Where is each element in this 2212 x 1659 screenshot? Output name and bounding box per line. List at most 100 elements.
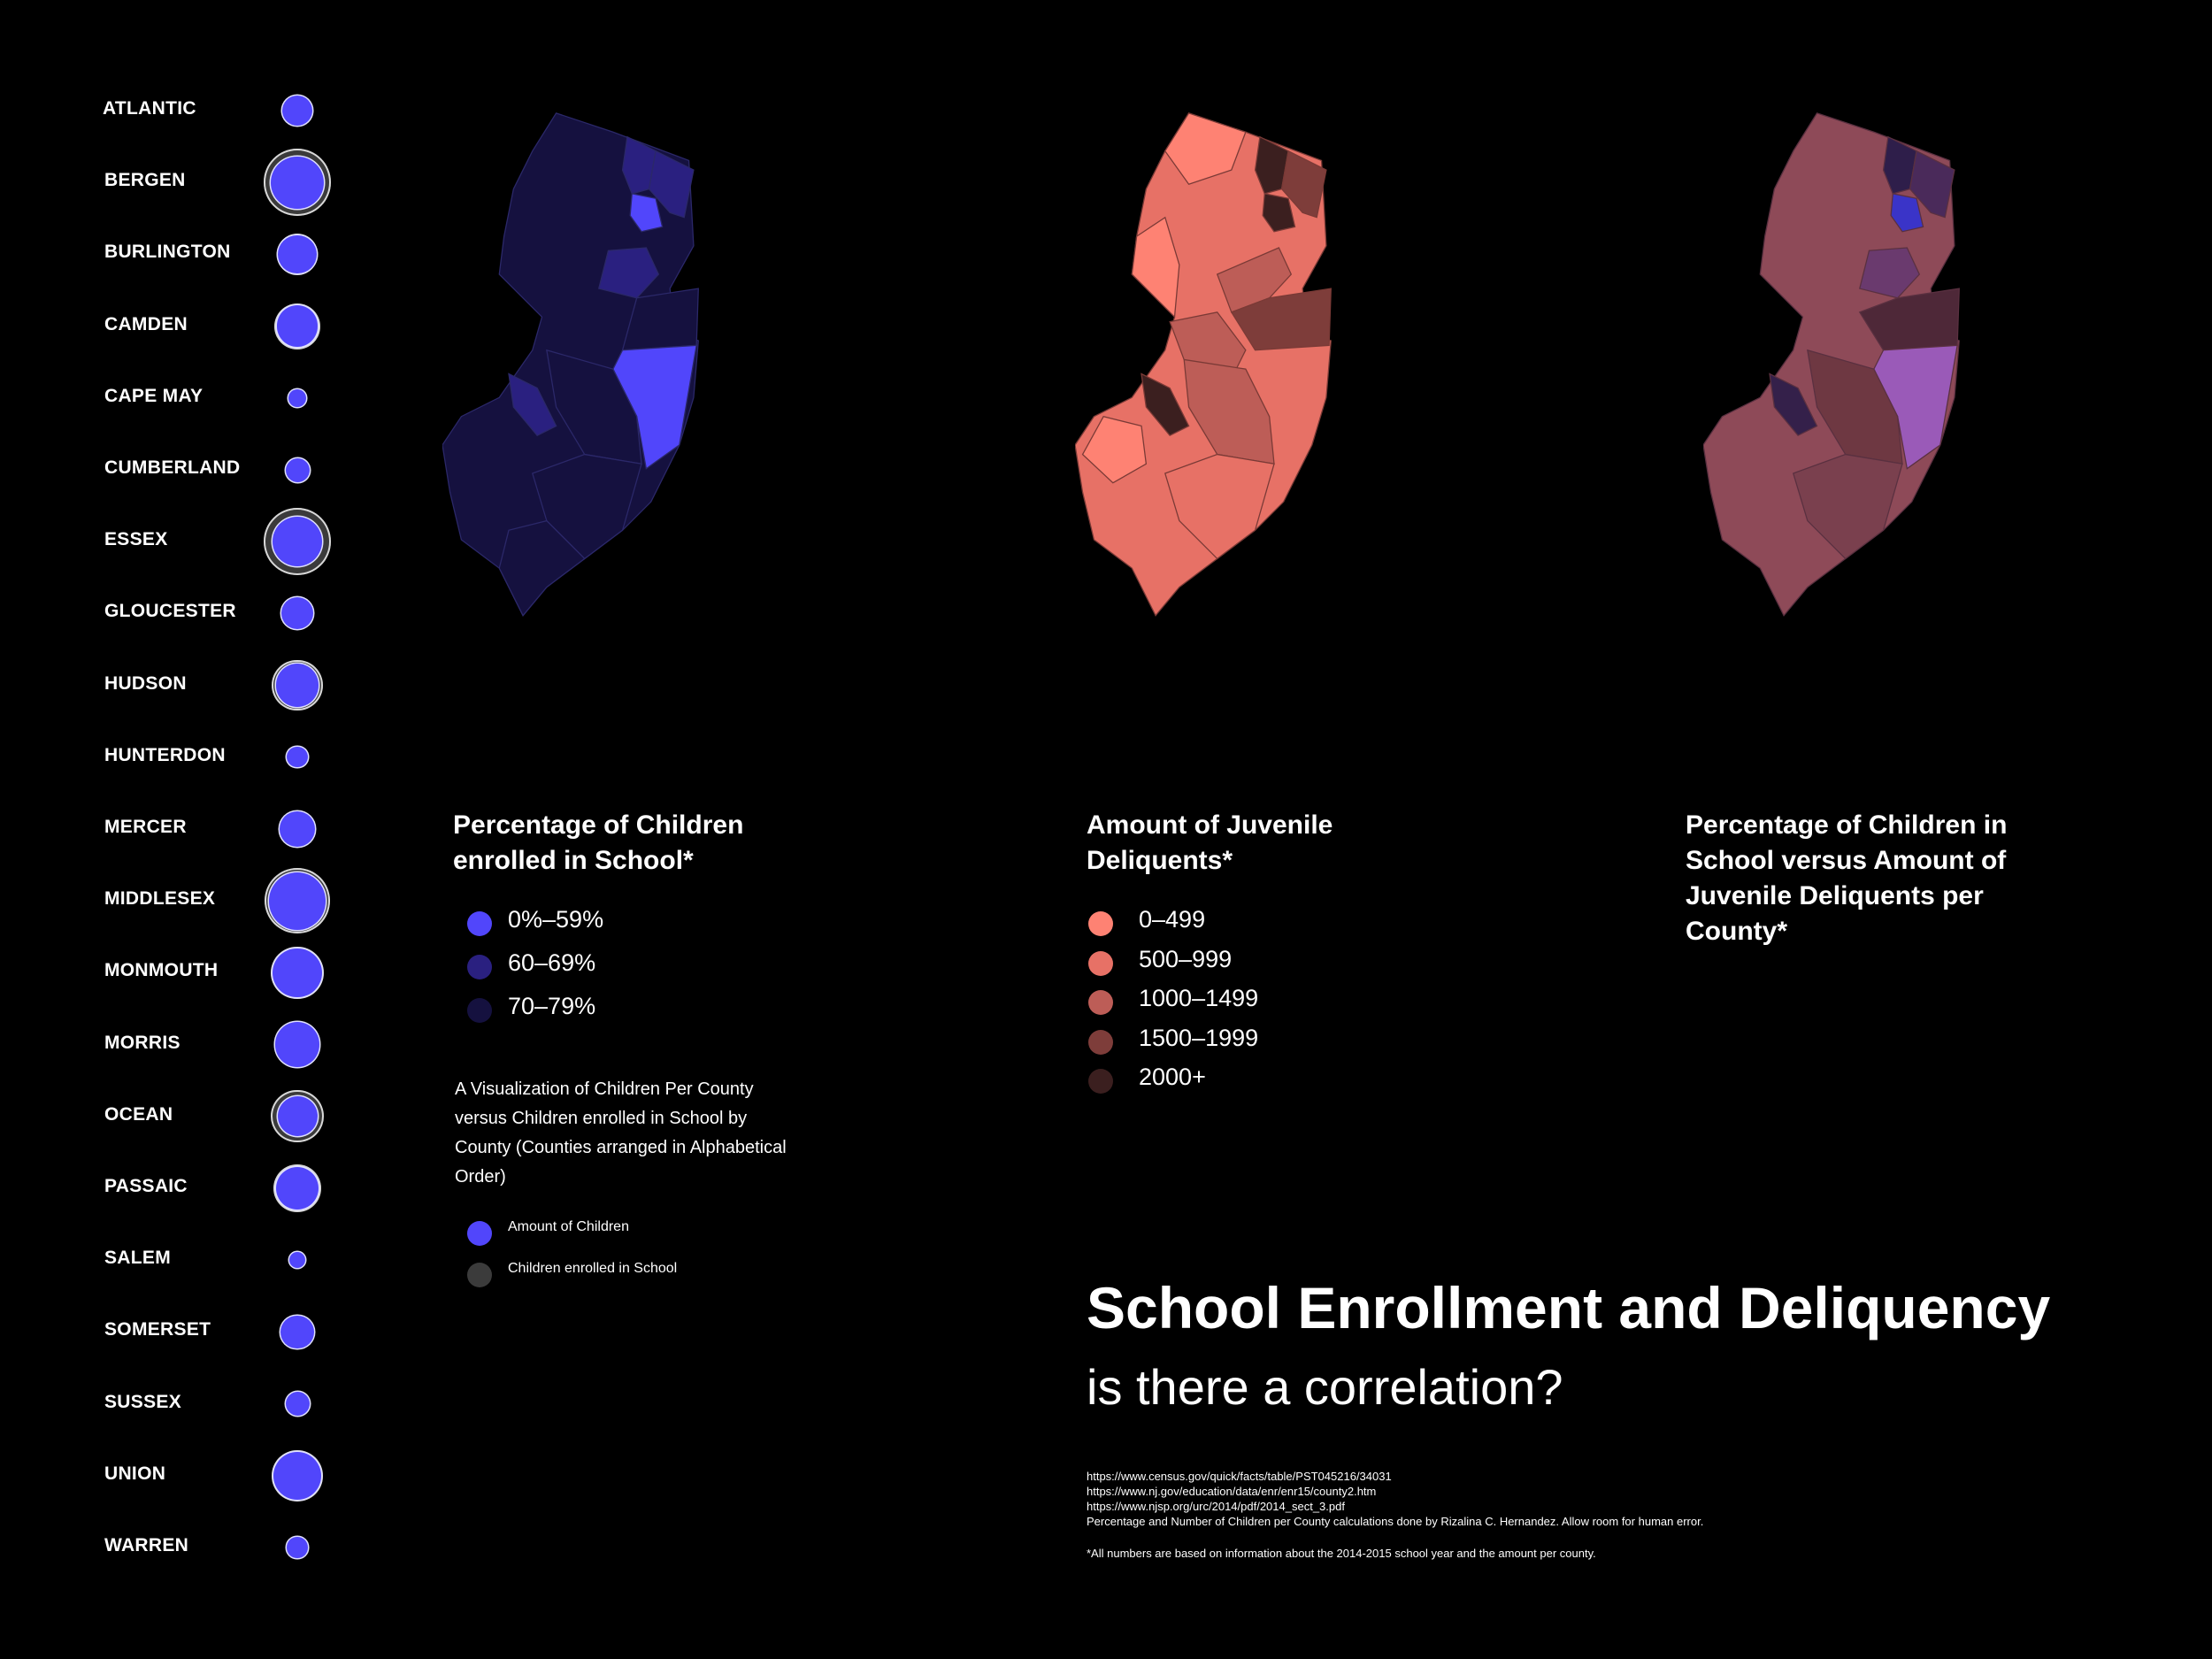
sources: https://www.census.gov/quick/facts/table… (1087, 1469, 2060, 1529)
county-label: PASSAIC (104, 1176, 188, 1196)
map-enrollment (442, 112, 699, 617)
county-union (1859, 247, 1921, 299)
county-bergen (1254, 135, 1289, 195)
legend-swatch (1088, 1069, 1113, 1094)
subtitle: is there a correlation? (1087, 1359, 1563, 1415)
county-label: MERCER (104, 817, 187, 837)
county-label: SALEM (104, 1248, 171, 1269)
children-bubble (274, 1022, 320, 1067)
county-label: CAPE MAY (104, 385, 204, 406)
county-label: BURLINGTON (104, 242, 231, 263)
children-bubble (280, 811, 315, 847)
county-passaic (648, 150, 695, 219)
county-camden (1141, 373, 1190, 436)
map-combined (1703, 112, 1960, 617)
children-bubble (285, 457, 310, 482)
children-bubble (289, 1252, 305, 1269)
children-bubble (273, 948, 322, 998)
county-label: HUDSON (104, 672, 187, 694)
county-label: ATLANTIC (103, 98, 196, 119)
legend-swatch (1088, 1029, 1113, 1055)
county-atlantic (1164, 453, 1275, 560)
map1-legend: 0%–59% 60–69% 70–79% (467, 906, 733, 1035)
children-bubble (273, 1451, 321, 1500)
children-bubble (275, 1166, 319, 1210)
children-bubble (278, 234, 317, 273)
county-bergen (1882, 135, 1917, 195)
county-label: UNION (104, 1463, 166, 1484)
children-bubble (268, 872, 326, 930)
source-line: Percentage and Number of Children per Co… (1087, 1515, 1704, 1528)
county-cape-may (498, 519, 586, 617)
legend-swatch (467, 1221, 492, 1246)
children-bubble (271, 156, 324, 209)
map2-legend: 0–499 500–999 1000–1499 1500–1999 2000+ (1088, 906, 1354, 1106)
legend-swatch (1088, 911, 1113, 936)
legend-label: 0%–59% (508, 906, 604, 933)
children-bubble (281, 95, 313, 127)
legend-label: 60–69% (508, 949, 596, 976)
legend-label: Children enrolled in School (508, 1261, 678, 1276)
legend-label: 0–499 (1139, 906, 1206, 933)
footnote: *All numbers are based on information ab… (1087, 1547, 1596, 1560)
legend-label: Amount of Children (508, 1219, 629, 1234)
map1-title: Percentage of Children enrolled in Schoo… (453, 810, 744, 875)
county-monmouth (1230, 288, 1332, 351)
county-union (598, 247, 660, 299)
county-bergen (621, 135, 657, 195)
county-label: BERGEN (104, 170, 186, 191)
county-sussex (1164, 112, 1247, 185)
children-bubble (285, 1392, 310, 1417)
county-label: SOMERSET (104, 1319, 211, 1340)
county-label: ESSEX (104, 529, 168, 550)
county-essex (1262, 193, 1296, 233)
county-middlesex (1216, 247, 1293, 313)
county-camden (1769, 373, 1818, 436)
county-label: CAMDEN (104, 313, 188, 334)
county-label: CUMBERLAND (104, 457, 241, 478)
map3-title: Percentage of Children in School versus … (1686, 810, 2008, 946)
legend-swatch (467, 1263, 492, 1287)
county-label: MONMOUTH (104, 960, 219, 981)
children-bubble (276, 305, 319, 347)
children-bubble (288, 388, 306, 407)
legend-label: 1500–1999 (1139, 1024, 1259, 1051)
county-essex (1890, 193, 1924, 233)
legend-swatch (1088, 950, 1113, 976)
county-label: HUNTERDON (104, 744, 226, 765)
legend-swatch (467, 911, 492, 936)
map-delinquents (1075, 112, 1332, 617)
children-bubble (287, 747, 308, 768)
main-title: School Enrollment and Deliquency (1087, 1275, 2051, 1340)
legend-label: 70–79% (508, 993, 596, 1019)
county-label: GLOUCESTER (104, 601, 236, 622)
legend-label: 500–999 (1139, 945, 1233, 972)
legend-label: 1000–1499 (1139, 985, 1259, 1011)
county-salem (1081, 415, 1148, 484)
county-warren (1131, 216, 1180, 319)
source-line[interactable]: https://www.njsp.org/urc/2014/pdf/2014_s… (1087, 1500, 1345, 1513)
county-label: MORRIS (104, 1032, 180, 1053)
legend-swatch (467, 955, 492, 979)
children-bubble (281, 597, 313, 630)
county-essex (629, 193, 664, 233)
legend-swatch (467, 998, 492, 1023)
county-atlantic (1792, 453, 1903, 560)
source-line[interactable]: https://www.census.gov/quick/facts/table… (1087, 1470, 1392, 1483)
legend-swatch (1088, 990, 1113, 1015)
county-label: WARREN (104, 1535, 189, 1555)
children-bubble (277, 1096, 318, 1137)
county-label: SUSSEX (104, 1391, 181, 1412)
bubble-legend: Amount of Children Children enrolled in S… (467, 1219, 821, 1287)
children-bubble (287, 1537, 308, 1558)
children-bubble (273, 517, 322, 567)
children-bubble (280, 1315, 314, 1349)
county-passaic (1280, 150, 1327, 219)
map2-title: Amount of Juvenile Deliquents* (1087, 810, 1333, 875)
county-passaic (1909, 150, 1955, 219)
children-bubble (275, 664, 319, 707)
county-label: MIDDLESEX (104, 888, 216, 910)
legend-label: 2000+ (1139, 1064, 1206, 1090)
source-line[interactable]: https://www.nj.gov/education/data/enr/en… (1087, 1485, 1377, 1498)
description: A Visualization of Children Per County v… (455, 1079, 787, 1187)
